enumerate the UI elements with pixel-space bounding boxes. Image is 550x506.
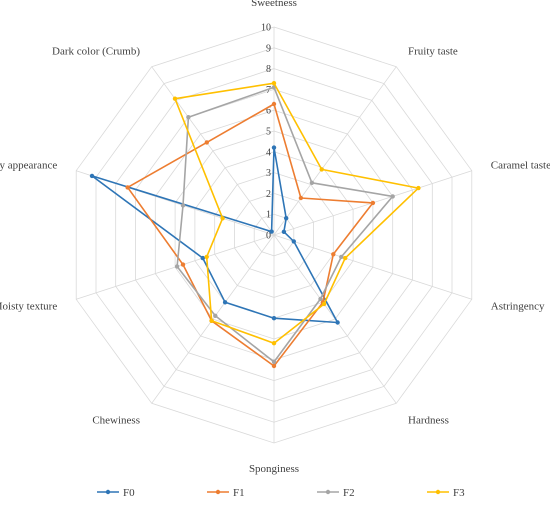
tick-label: 0 [266,231,271,242]
legend-label-f3: F3 [453,487,465,499]
data-point-f3 [172,96,178,101]
data-point-f3 [271,81,277,86]
data-point-f1 [204,140,209,145]
data-point-f2 [213,313,218,318]
tick-label: 1 [266,210,271,221]
axis-label: Caramel taste [491,160,550,172]
data-point-f3 [321,301,327,307]
axis-label: Chewiness [92,415,140,427]
axis-spoke [273,234,472,300]
axis-label: Hardness [408,415,449,427]
data-point-f3 [319,167,324,172]
axis-label: Sponginess [249,463,299,475]
tick-label: 2 [266,189,271,200]
data-point-f0 [271,145,277,150]
data-point-f3 [416,185,421,191]
data-point-f0 [291,239,296,244]
legend: F0 F1 F2 F3 [97,487,465,499]
tick-label: 10 [261,23,271,34]
axis-label: Dark color (Crumb) [52,46,140,58]
series-f3 [172,81,421,346]
data-point-f2 [339,254,344,260]
legend-item-f0: F0 [97,487,135,499]
data-point-f0 [335,320,340,325]
data-point-f2 [174,264,180,269]
axis-label: Moisty texture [0,301,57,313]
data-point-f0 [222,300,228,305]
series-f2 [174,85,395,365]
data-point-f1 [180,262,186,267]
data-point-f1 [331,252,336,257]
series-f1 [125,101,376,369]
axis-label: Fruity taste [408,46,458,58]
data-point-f3 [271,341,277,346]
data-point-f0 [271,316,277,321]
legend-marker-f2 [325,489,331,495]
series-line-f1 [126,103,374,367]
data-point-f2 [186,115,191,120]
tick-label: 3 [266,168,271,179]
data-point-f2 [390,194,395,199]
data-point-f1 [271,101,277,107]
tick-labels: 0 1 2 3 4 5 6 7 8 9 10 [261,23,271,242]
data-point-f3 [204,254,209,260]
data-point-f0 [284,216,289,221]
data-point-f0 [281,229,287,234]
axis-spoke [151,66,275,236]
legend-marker-f0 [105,489,111,495]
tick-label: 5 [266,127,271,138]
axis-labels: Sweetness Fruity taste Caramel taste Astrin… [0,0,550,475]
data-point-f1 [370,200,376,206]
data-point-f3 [343,255,348,261]
legend-item-f3: F3 [427,487,465,499]
series-plot [89,81,421,369]
data-point-f1 [125,185,130,190]
series-f0 [89,145,340,325]
data-point-f3 [209,318,214,323]
data-point-f0 [89,173,95,179]
legend-label-f0: F0 [123,487,135,499]
data-point-f2 [318,296,323,302]
tick-label: 6 [266,106,271,117]
data-point-f0 [269,229,274,234]
data-point-f2 [309,180,315,185]
tick-label: 7 [266,85,271,96]
axis-label: Astringency [491,301,545,313]
legend-item-f2: F2 [317,487,355,499]
axis-label: Sweetness [251,0,297,9]
legend-label-f2: F2 [343,487,355,499]
data-point-f3 [220,216,225,221]
data-point-f2 [180,203,186,208]
legend-marker-f1 [215,489,221,495]
data-point-f2 [271,359,277,365]
tick-label: 9 [266,43,271,54]
tick-label: 4 [266,147,271,158]
legend-item-f1: F1 [207,487,245,499]
axis-spoke [273,66,397,236]
data-point-f0 [200,255,205,261]
data-point-f1 [271,363,277,369]
tick-label: 8 [266,64,271,75]
axis-label: Puffy appearance [0,160,57,172]
legend-marker-f3 [435,489,441,495]
data-point-f1 [298,195,304,201]
legend-label-f1: F1 [233,487,245,499]
